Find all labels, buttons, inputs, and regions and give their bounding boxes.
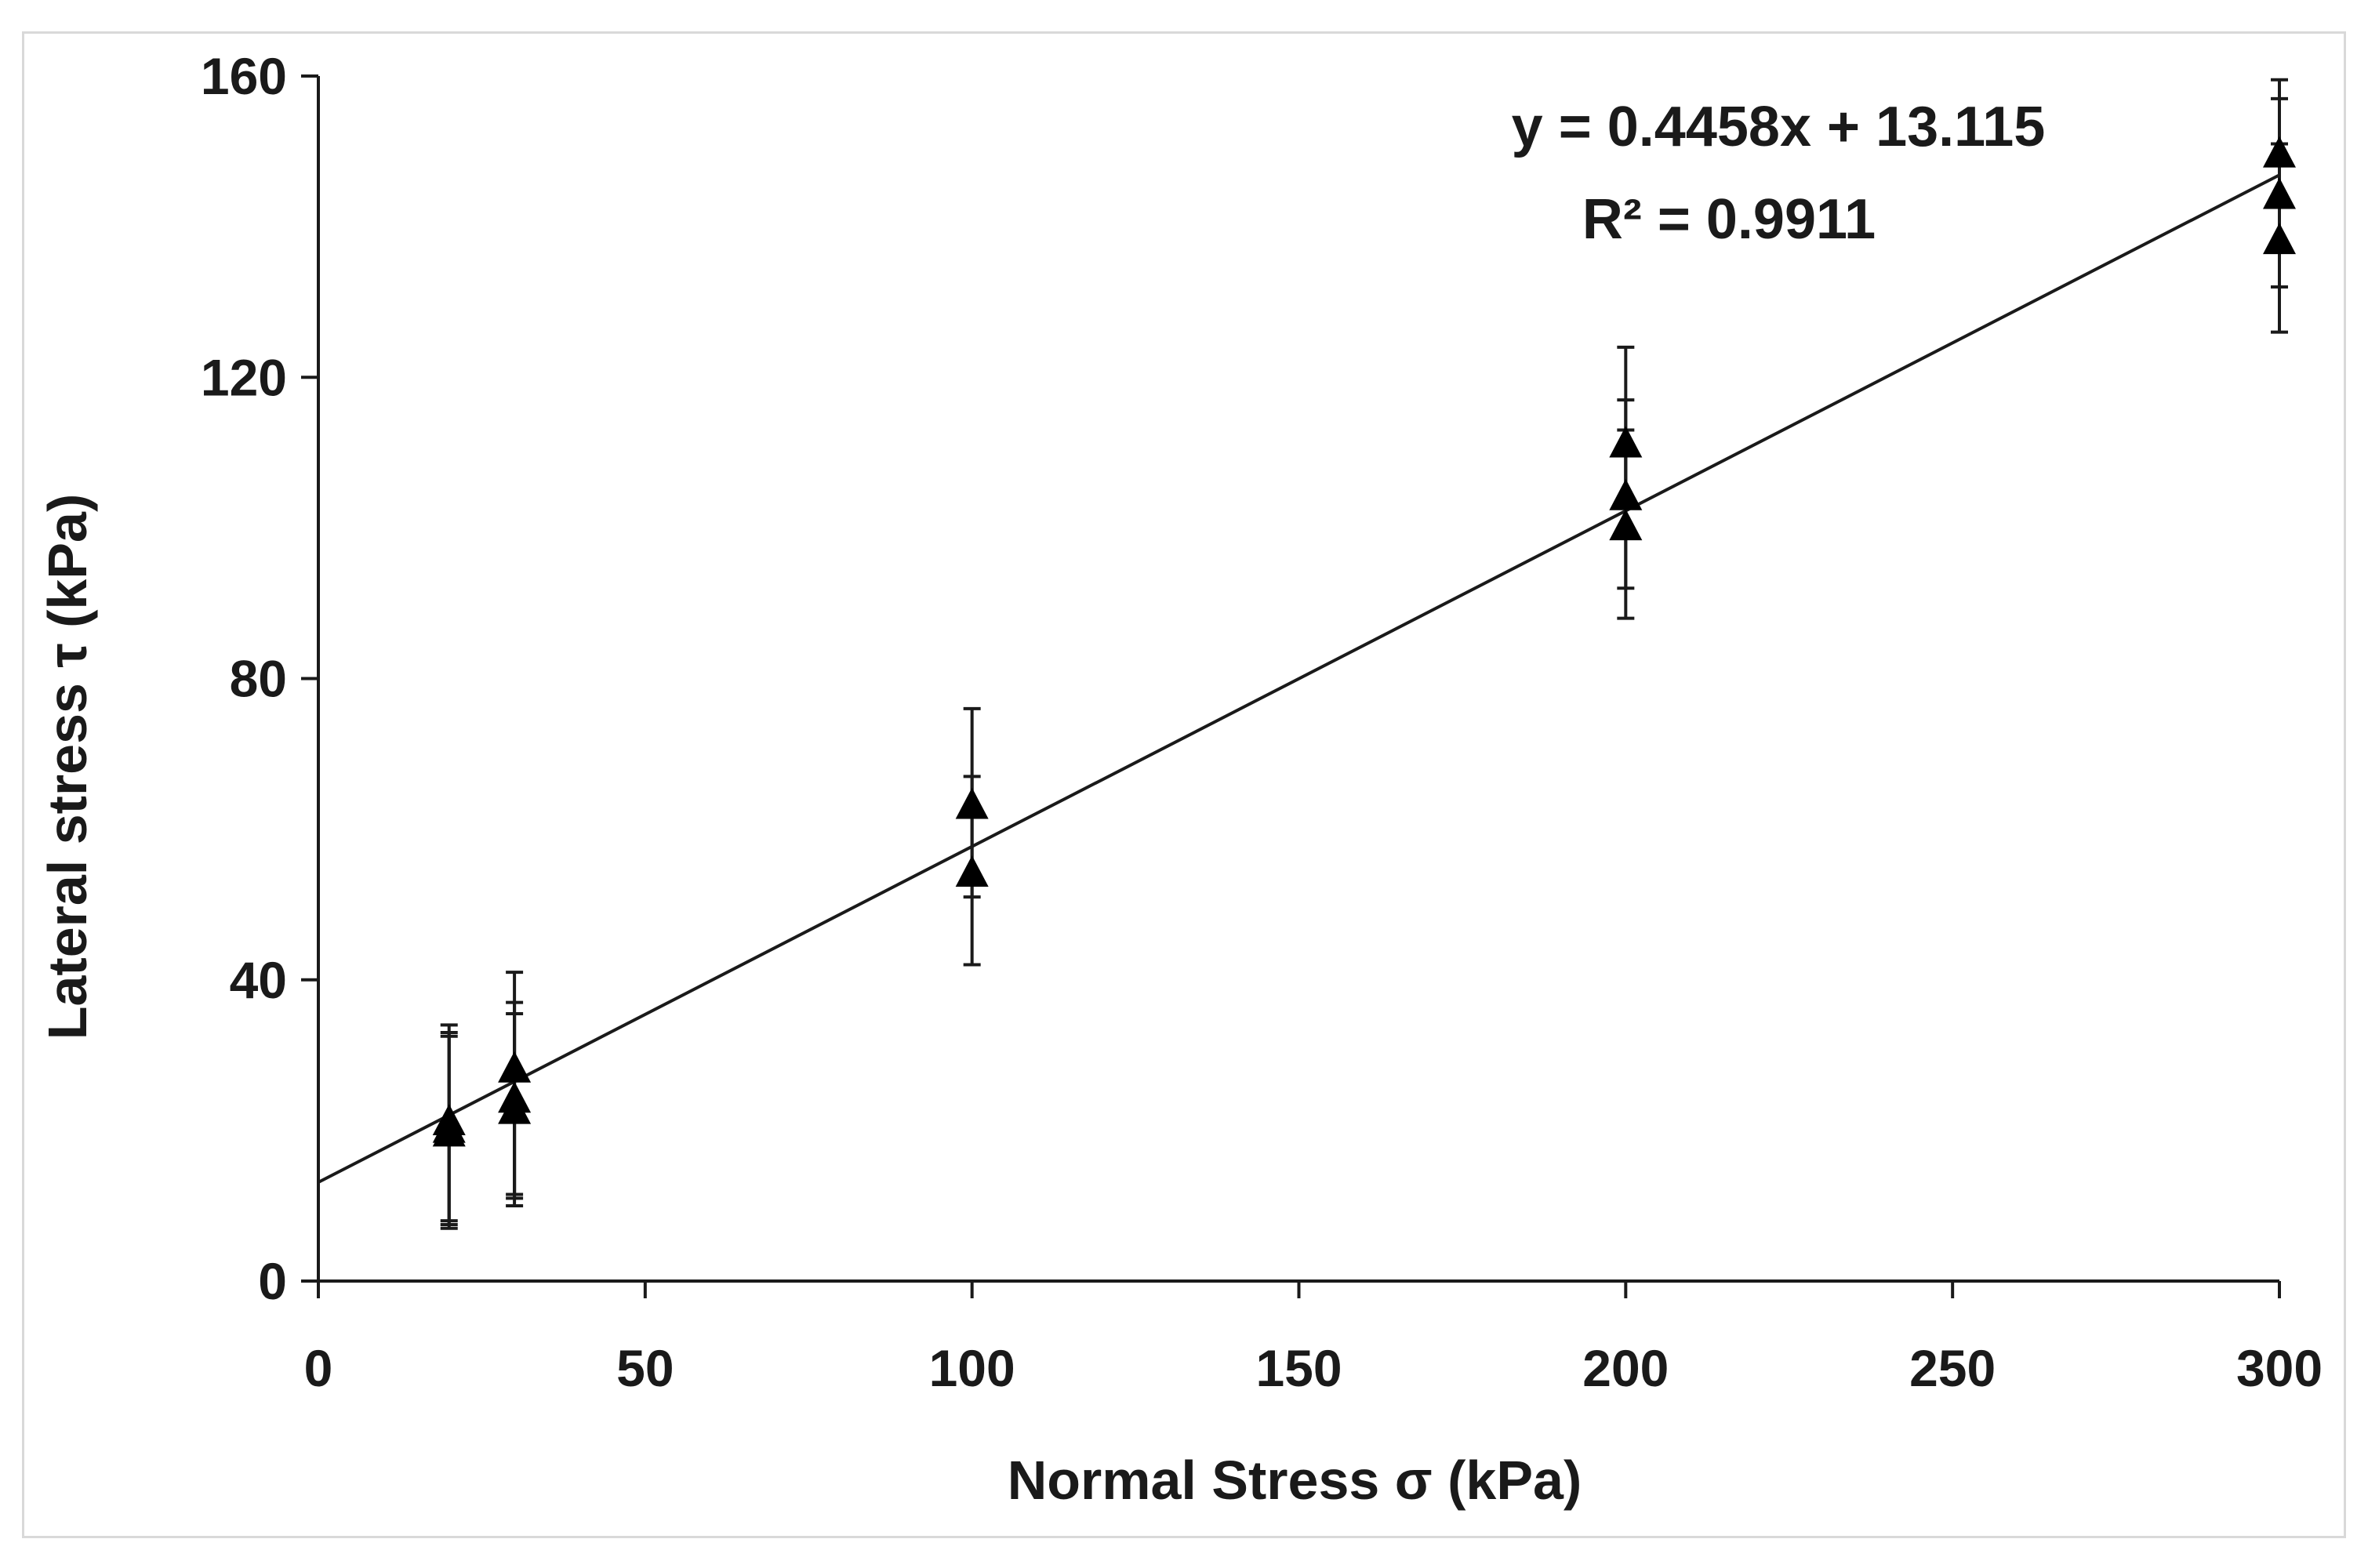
- x-tick-label: 150: [1255, 1339, 1342, 1397]
- markers-layer: [432, 136, 2296, 1147]
- trendline-layer: [318, 173, 2280, 1184]
- y-tick-label: 160: [201, 47, 287, 105]
- error-bars-layer: [440, 78, 2288, 1230]
- x-tick-label: 50: [616, 1339, 674, 1397]
- data-point-marker: [2263, 136, 2296, 168]
- x-tick-label: 250: [1909, 1339, 1996, 1397]
- tick-labels-layer: 0 40 80 120 160 0 50 100 150 200 250 300: [201, 47, 2323, 1397]
- trendline-equation: y = 0.4458x + 13.115: [1512, 96, 2046, 158]
- data-point-marker: [498, 1092, 532, 1124]
- data-point-marker: [1609, 478, 1643, 510]
- x-tick-label: 300: [2236, 1339, 2323, 1397]
- trendline-r-squared: R² = 0.9911: [1582, 188, 1876, 251]
- data-point-marker: [955, 855, 989, 887]
- data-point-marker: [2263, 177, 2296, 209]
- chart-frame: [22, 31, 2346, 1538]
- axes-layer: [301, 74, 2281, 1298]
- x-tick-label: 100: [929, 1339, 1015, 1397]
- data-point-marker: [1609, 509, 1643, 541]
- y-axis-title: Lateral stress τ (kPa): [37, 494, 98, 1040]
- data-point-marker: [498, 1051, 532, 1083]
- y-tick-label: 40: [230, 951, 287, 1009]
- x-tick-label: 0: [304, 1339, 333, 1397]
- y-tick-label: 80: [230, 650, 287, 708]
- data-point-marker: [955, 787, 989, 819]
- x-tick-label: 200: [1582, 1339, 1669, 1397]
- y-tick-label: 120: [201, 348, 287, 406]
- y-tick-label: 0: [258, 1252, 287, 1310]
- trendline: [318, 173, 2280, 1184]
- data-point-marker: [1609, 426, 1643, 458]
- data-point-marker: [2263, 223, 2296, 255]
- x-axis-title: Normal Stress σ (kPa): [1008, 1450, 1582, 1511]
- data-point-marker: [432, 1115, 466, 1147]
